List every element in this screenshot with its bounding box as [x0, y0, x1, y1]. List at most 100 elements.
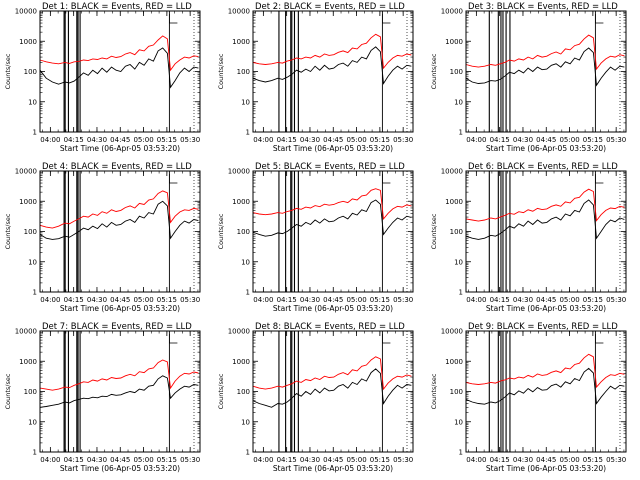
- y-tick-label: 10: [454, 98, 463, 106]
- y-tick-label: 1000: [19, 358, 37, 366]
- y-tick-label: 1000: [232, 358, 250, 366]
- y-tick-label: 10000: [228, 328, 250, 336]
- x-tick-label: 05:00: [133, 296, 153, 304]
- x-tick-label: 05:15: [583, 456, 603, 464]
- y-tick-label: 10: [454, 258, 463, 266]
- plot-frame: [252, 10, 414, 133]
- interval-bracket: [168, 174, 178, 184]
- lld-series-line: [465, 353, 625, 389]
- x-tick-label: 05:00: [346, 296, 366, 304]
- x-tick-label: 05:15: [157, 136, 177, 144]
- x-axis-label: Start Time (06-Apr-05 03:53:20): [60, 144, 180, 153]
- x-tick-label: 05:15: [370, 296, 390, 304]
- interval-bracket: [594, 334, 604, 344]
- y-axis-label: Counts/sec: [430, 213, 438, 249]
- x-tick-label: 05:15: [157, 296, 177, 304]
- plot-frame: [39, 330, 201, 453]
- panel-title: Det 5: BLACK = Events, RED = LLD: [255, 162, 405, 172]
- y-tick-label: 100: [24, 388, 37, 396]
- y-tick-label: 10: [241, 418, 250, 426]
- x-tick-label: 04:15: [277, 136, 297, 144]
- y-tick-label: 10000: [441, 328, 463, 336]
- x-tick-label: 04:30: [300, 296, 320, 304]
- x-tick-label: 04:45: [110, 136, 130, 144]
- x-tick-label: 05:00: [559, 136, 579, 144]
- plot-frame: [465, 330, 627, 453]
- panel-det-3: Det 3: BLACK = Events, RED = LLD Counts/s…: [430, 2, 627, 153]
- x-tick-label: 04:30: [300, 136, 320, 144]
- y-tick-label: 1000: [19, 198, 37, 206]
- y-axis-label: Counts/sec: [4, 373, 12, 409]
- interval-bracket: [594, 174, 604, 184]
- y-axis-label: Counts/sec: [4, 213, 12, 249]
- x-tick-label: 04:30: [513, 456, 533, 464]
- x-tick-label: 05:30: [180, 136, 200, 144]
- y-tick-label: 1: [459, 129, 463, 137]
- x-tick-label: 05:30: [393, 136, 413, 144]
- x-tick-label: 04:45: [536, 296, 556, 304]
- panel-det-6: Det 6: BLACK = Events, RED = LLD Counts/s…: [430, 162, 627, 313]
- y-tick-label: 1000: [445, 358, 463, 366]
- events-series-line: [39, 200, 199, 240]
- panel-title: Det 6: BLACK = Events, RED = LLD: [468, 162, 618, 172]
- x-axis-label: Start Time (06-Apr-05 03:53:20): [60, 464, 180, 473]
- x-tick-label: 04:45: [536, 456, 556, 464]
- y-tick-label: 10: [28, 418, 37, 426]
- x-tick-label: 04:45: [323, 456, 343, 464]
- panel-det-7: Det 7: BLACK = Events, RED = LLD Counts/s…: [4, 322, 201, 473]
- interval-bracket: [594, 14, 604, 24]
- y-tick-label: 100: [237, 228, 250, 236]
- events-series-line: [465, 367, 625, 405]
- lld-series-line: [465, 34, 625, 71]
- x-tick-label: 04:00: [466, 456, 486, 464]
- events-series-line: [252, 368, 412, 408]
- x-tick-label: 05:00: [559, 296, 579, 304]
- x-tick-label: 05:15: [583, 136, 603, 144]
- y-tick-label: 1000: [232, 198, 250, 206]
- x-tick-label: 05:15: [370, 136, 390, 144]
- x-tick-label: 04:00: [253, 456, 273, 464]
- y-axis-label: Counts/sec: [4, 53, 12, 89]
- x-tick-label: 04:45: [110, 456, 130, 464]
- events-series-line: [39, 375, 199, 408]
- x-tick-label: 04:15: [64, 296, 84, 304]
- panel-title: Det 8: BLACK = Events, RED = LLD: [255, 322, 405, 332]
- x-tick-label: 04:00: [253, 296, 273, 304]
- x-tick-label: 04:30: [87, 136, 107, 144]
- x-tick-label: 04:30: [513, 296, 533, 304]
- events-series-line: [465, 199, 625, 240]
- x-tick-label: 04:30: [513, 136, 533, 144]
- x-tick-label: 05:30: [393, 296, 413, 304]
- lld-series-line: [39, 35, 199, 72]
- lld-series-line: [252, 188, 412, 221]
- y-tick-label: 10000: [15, 8, 37, 16]
- y-tick-label: 100: [24, 228, 37, 236]
- y-tick-label: 1: [33, 289, 37, 297]
- plot-frame: [465, 170, 627, 293]
- y-tick-label: 1000: [232, 38, 250, 46]
- plot-frame: [39, 170, 201, 293]
- x-axis-label: Start Time (06-Apr-05 03:53:20): [273, 144, 393, 153]
- interval-bracket: [381, 174, 391, 184]
- y-tick-label: 100: [450, 228, 463, 236]
- x-tick-label: 05:00: [133, 456, 153, 464]
- x-tick-label: 04:15: [490, 456, 510, 464]
- x-tick-label: 04:45: [323, 296, 343, 304]
- y-tick-label: 10000: [15, 328, 37, 336]
- panel-det-5: Det 5: BLACK = Events, RED = LLD Counts/s…: [217, 162, 414, 313]
- x-tick-label: 04:15: [490, 136, 510, 144]
- x-axis-label: Start Time (06-Apr-05 03:53:20): [486, 304, 606, 313]
- x-tick-label: 05:00: [559, 456, 579, 464]
- panel-title: Det 7: BLACK = Events, RED = LLD: [42, 322, 192, 332]
- y-tick-label: 10: [28, 258, 37, 266]
- y-tick-label: 1000: [19, 38, 37, 46]
- plot-frame: [252, 170, 414, 293]
- panel-title: Det 3: BLACK = Events, RED = LLD: [468, 2, 618, 12]
- events-series-line: [252, 199, 412, 237]
- x-tick-label: 05:30: [606, 136, 626, 144]
- plot-frame: [39, 10, 201, 133]
- y-tick-label: 1: [33, 449, 37, 457]
- x-tick-label: 04:30: [87, 456, 107, 464]
- y-tick-label: 10: [241, 98, 250, 106]
